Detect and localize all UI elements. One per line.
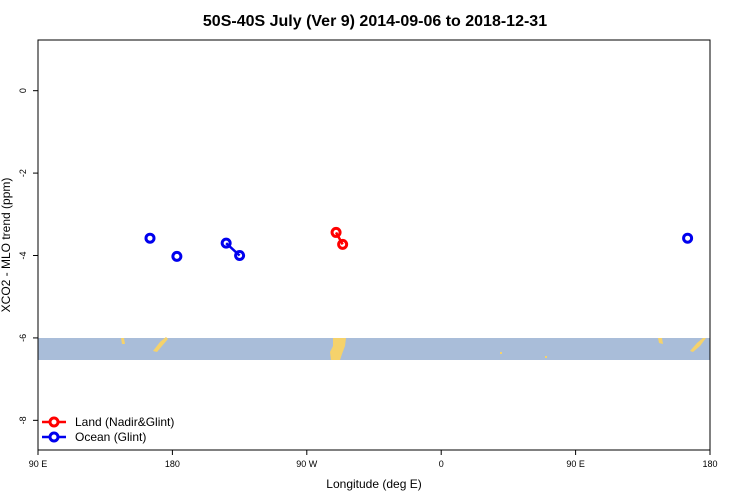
land-shapes	[121, 337, 706, 360]
data-point	[682, 232, 694, 244]
x-axis-label: Longitude (deg E)	[326, 477, 421, 491]
y-tick-label: -6	[18, 334, 28, 342]
x-tick-label: 180	[165, 459, 180, 469]
y-tick-label: 0	[18, 88, 28, 93]
ocean-band	[38, 338, 710, 360]
x-tick-label: 0	[439, 459, 444, 469]
data-point	[220, 237, 232, 249]
data-point	[144, 232, 156, 244]
land-ocean-band	[38, 337, 710, 360]
y-tick-label: -2	[18, 169, 28, 177]
legend-marker	[48, 431, 60, 443]
chart-title: 50S-40S July (Ver 9) 2014-09-06 to 2018-…	[203, 13, 547, 30]
legend-marker	[48, 416, 60, 428]
data-point	[234, 250, 246, 262]
data-point	[330, 226, 342, 238]
data-point	[171, 250, 183, 262]
x-tick-label: 90 E	[29, 459, 48, 469]
y-axis-label: XCO2 - MLO trend (ppm)	[0, 178, 13, 313]
series-line	[334, 231, 344, 245]
x-tick-label: 90 W	[296, 459, 318, 469]
legend-text: Land (Nadir&Glint)	[75, 415, 174, 429]
y-tick-label: -4	[18, 251, 28, 259]
x-tick-label: 90 E	[566, 459, 585, 469]
legend-text: Ocean (Glint)	[75, 430, 146, 444]
data-point	[337, 238, 349, 250]
x-tick-label: 180	[702, 459, 717, 469]
plot-frame	[37, 39, 711, 451]
y-tick-label: -8	[18, 416, 28, 424]
